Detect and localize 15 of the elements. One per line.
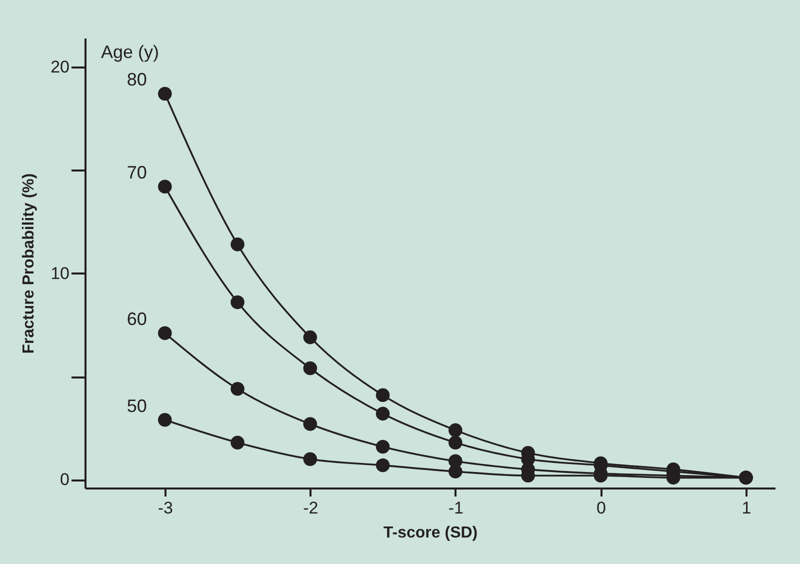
series-label: 80 (126, 70, 147, 90)
series-label: 60 (126, 309, 147, 330)
x-axis-title: T-score (SD) (383, 524, 478, 542)
x-tick-label: -1 (448, 498, 464, 518)
series-label: 50 (126, 396, 147, 416)
x-tick-label: 1 (742, 498, 752, 518)
y-tick-label: 10 (50, 264, 70, 283)
series-label: 70 (126, 162, 147, 183)
y-tick-label: 20 (50, 57, 70, 76)
x-tick-label: -3 (158, 498, 173, 518)
legend-title: Age (y) (101, 42, 160, 62)
x-tick-label: 0 (596, 498, 606, 518)
x-tick-label: -2 (303, 498, 318, 518)
y-axis-title: Fracture Probability (%) (20, 173, 38, 354)
y-tick-label: 0 (60, 470, 70, 490)
